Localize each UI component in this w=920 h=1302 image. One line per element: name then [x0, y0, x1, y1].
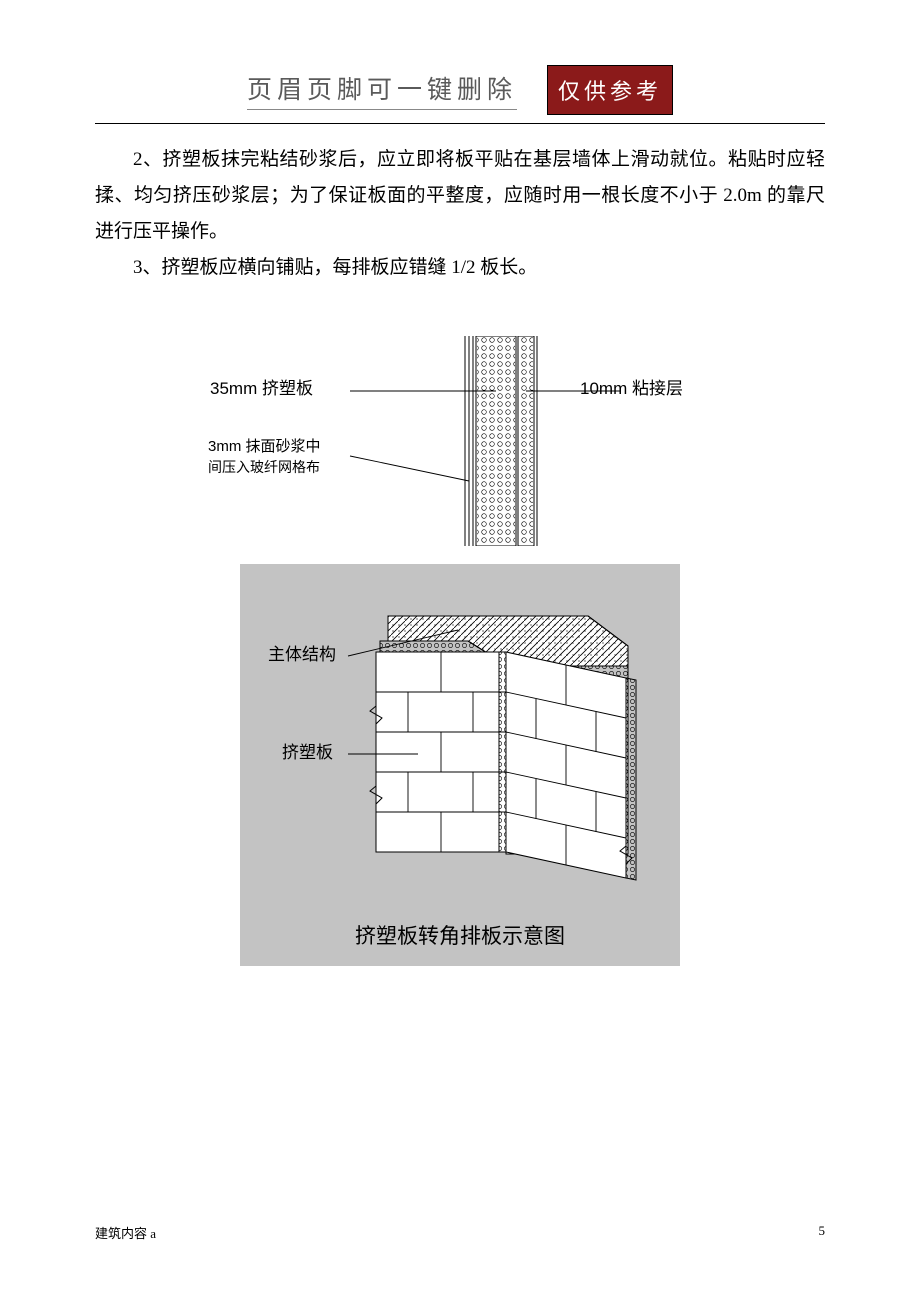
- cross-section-diagram: 35mm 挤塑板 3mm 抹面砂浆中 间压入玻纤网格布 10mm 粘接层: [200, 336, 720, 546]
- corner-diagram: 主体结构 挤塑板: [258, 586, 662, 906]
- svg-text:3mm 抹面砂浆中: 3mm 抹面砂浆中: [208, 437, 321, 455]
- svg-text:挤塑板: 挤塑板: [282, 743, 333, 762]
- reference-badge: 仅供参考: [547, 65, 673, 115]
- svg-text:35mm 挤塑板: 35mm 挤塑板: [210, 379, 313, 398]
- svg-text:间压入玻纤网格布: 间压入玻纤网格布: [208, 460, 320, 476]
- footer-page-number: 5: [819, 1223, 826, 1242]
- footer-left: 建筑内容 a: [95, 1223, 156, 1242]
- cross-section-svg: 35mm 挤塑板 3mm 抹面砂浆中 间压入玻纤网格布 10mm 粘接层: [200, 336, 720, 546]
- corner-diagram-container: 主体结构 挤塑板 挤塑板转角排板示意图: [240, 564, 680, 966]
- paragraph-2: 2、挤塑板抹完粘结砂浆后，应立即将板平贴在基层墙体上滑动就位。粘贴时应轻揉、均匀…: [95, 142, 825, 250]
- page-header: 页眉页脚可一键删除 仅供参考: [95, 65, 825, 124]
- d1-label-left-top: 35mm 挤塑板: [210, 379, 313, 398]
- d2-label-bot: 挤塑板: [282, 743, 333, 762]
- d1-label-left-bot-b: 间压入玻纤网格布: [208, 460, 320, 476]
- corner-diagram-svg: 主体结构 挤塑板: [258, 586, 662, 906]
- d2-label-top: 主体结构: [268, 645, 336, 664]
- body-text: 2、挤塑板抹完粘结砂浆后，应立即将板平贴在基层墙体上滑动就位。粘贴时应轻揉、均匀…: [95, 142, 825, 286]
- header-title: 页眉页脚可一键删除: [247, 70, 517, 110]
- page-footer: 建筑内容 a 5: [95, 1223, 825, 1242]
- svg-text:10mm 粘接层: 10mm 粘接层: [580, 379, 683, 398]
- d1-label-left-bot-a: 3mm 抹面砂浆中: [208, 437, 321, 455]
- corner-diagram-caption: 挤塑板转角排板示意图: [258, 920, 662, 950]
- d1-label-right: 10mm 粘接层: [580, 379, 683, 398]
- document-page: 页眉页脚可一键删除 仅供参考 2、挤塑板抹完粘结砂浆后，应立即将板平贴在基层墙体…: [0, 0, 920, 1302]
- svg-text:主体结构: 主体结构: [268, 645, 336, 664]
- paragraph-3: 3、挤塑板应横向铺贴，每排板应错缝 1/2 板长。: [95, 250, 825, 286]
